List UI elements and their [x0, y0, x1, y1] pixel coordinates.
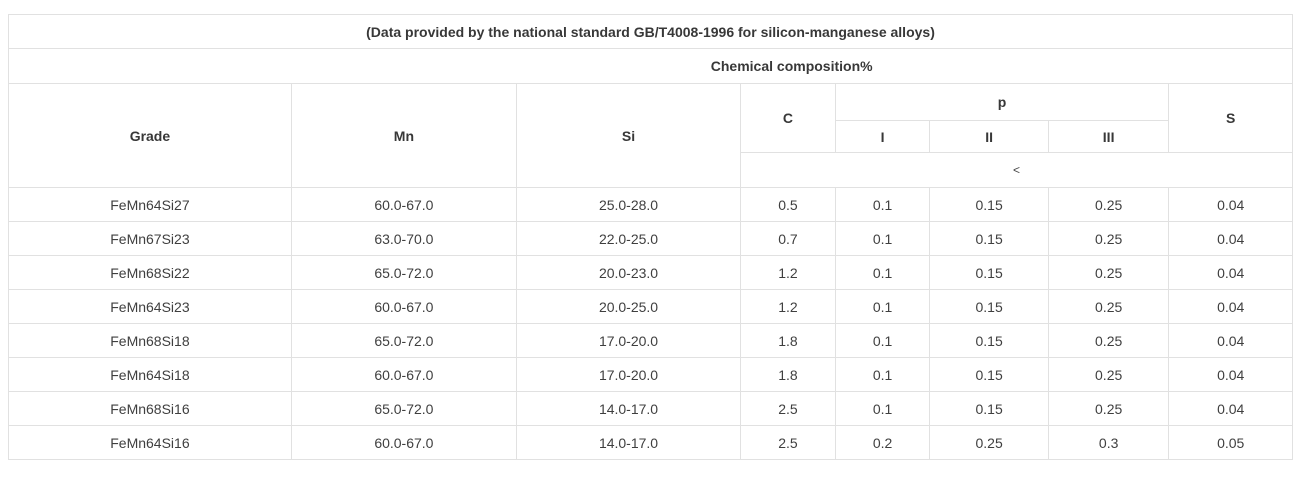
cell-grade: FeMn64Si18	[8, 357, 292, 392]
cell-p-ii: 0.15	[929, 221, 1049, 256]
cell-si: 14.0-17.0	[515, 425, 742, 460]
cell-p-ii: 0.15	[929, 357, 1049, 392]
cell-p-iii: 0.25	[1047, 289, 1170, 324]
table-row: FeMn68Si18 65.0-72.0 17.0-20.0 1.8 0.1 0…	[8, 323, 1293, 358]
cell-s: 0.04	[1168, 221, 1293, 256]
cell-mn: 63.0-70.0	[290, 221, 517, 256]
cell-p-iii: 0.25	[1047, 357, 1170, 392]
table-row: FeMn64Si16 60.0-67.0 14.0-17.0 2.5 0.2 0…	[8, 425, 1293, 460]
cell-mn: 60.0-67.0	[290, 187, 517, 222]
cell-p-iii: 0.25	[1047, 255, 1170, 290]
column-header-row: Grade Mn Si C p S	[8, 83, 1293, 188]
cell-s: 0.04	[1168, 289, 1293, 324]
cell-p-iii: 0.25	[1047, 187, 1170, 222]
cell-grade: FeMn68Si22	[8, 255, 292, 290]
cell-grade: FeMn64Si27	[8, 187, 292, 222]
cell-c: 0.7	[740, 221, 836, 256]
cell-si: 22.0-25.0	[515, 221, 742, 256]
cell-s: 0.04	[1168, 187, 1293, 222]
cell-p-ii: 0.15	[929, 323, 1049, 358]
header-mn: Mn	[290, 83, 517, 188]
cell-grade: FeMn68Si16	[8, 391, 292, 426]
cell-mn: 60.0-67.0	[290, 425, 517, 460]
cell-c: 1.8	[740, 357, 836, 392]
cell-p-i: 0.1	[834, 289, 931, 324]
cell-p-iii: 0.3	[1047, 425, 1170, 460]
cell-c: 0.5	[740, 187, 836, 222]
table-row: FeMn68Si22 65.0-72.0 20.0-23.0 1.2 0.1 0…	[8, 255, 1293, 290]
cell-p-i: 0.1	[834, 323, 931, 358]
cell-si: 20.0-25.0	[515, 289, 742, 324]
cell-mn: 65.0-72.0	[290, 391, 517, 426]
table-body: FeMn64Si27 60.0-67.0 25.0-28.0 0.5 0.1 0…	[8, 187, 1293, 460]
cell-c: 1.8	[740, 323, 836, 358]
cell-c: 1.2	[740, 255, 836, 290]
cell-mn: 60.0-67.0	[290, 289, 517, 324]
header-si: Si	[515, 83, 742, 188]
cell-c: 2.5	[740, 425, 836, 460]
table-title-row: (Data provided by the national standard …	[8, 14, 1293, 49]
header-c: C	[740, 83, 836, 153]
header-p: p	[834, 83, 1170, 121]
header-s: S	[1168, 83, 1293, 153]
cell-p-iii: 0.25	[1047, 221, 1170, 256]
cell-s: 0.05	[1168, 425, 1293, 460]
cell-p-i: 0.1	[834, 187, 931, 222]
cell-grade: FeMn68Si18	[8, 323, 292, 358]
cell-grade: FeMn67Si23	[8, 221, 292, 256]
cell-s: 0.04	[1168, 323, 1293, 358]
alloy-spec-table-container: (Data provided by the national standard …	[8, 14, 1294, 460]
cell-p-ii: 0.15	[929, 255, 1049, 290]
header-p-iii: III	[1047, 120, 1170, 153]
cell-p-i: 0.1	[834, 357, 931, 392]
cell-p-ii: 0.25	[929, 425, 1049, 460]
cell-si: 17.0-20.0	[515, 357, 742, 392]
cell-s: 0.04	[1168, 357, 1293, 392]
cell-p-i: 0.1	[834, 391, 931, 426]
header-grade: Grade	[8, 83, 292, 188]
cell-p-i: 0.1	[834, 221, 931, 256]
cell-p-i: 0.1	[834, 255, 931, 290]
cell-grade: FeMn64Si23	[8, 289, 292, 324]
cell-p-iii: 0.25	[1047, 391, 1170, 426]
table-title: (Data provided by the national standard …	[8, 14, 1293, 49]
cell-c: 1.2	[740, 289, 836, 324]
grade-column-spacer	[8, 48, 292, 84]
cell-p-ii: 0.15	[929, 289, 1049, 324]
cell-grade: FeMn64Si16	[8, 425, 292, 460]
composition-header-row: Chemical composition%	[8, 48, 1294, 84]
header-p-ii: II	[929, 120, 1049, 153]
cell-si: 14.0-17.0	[515, 391, 742, 426]
cell-s: 0.04	[1168, 391, 1293, 426]
table-row: FeMn64Si23 60.0-67.0 20.0-25.0 1.2 0.1 0…	[8, 289, 1293, 324]
cell-si: 25.0-28.0	[515, 187, 742, 222]
header-p-i: I	[834, 120, 931, 153]
cell-p-iii: 0.25	[1047, 323, 1170, 358]
table-row: FeMn67Si23 63.0-70.0 22.0-25.0 0.7 0.1 0…	[8, 221, 1293, 256]
cell-c: 2.5	[740, 391, 836, 426]
cell-p-i: 0.2	[834, 425, 931, 460]
table-row: FeMn64Si18 60.0-67.0 17.0-20.0 1.8 0.1 0…	[8, 357, 1293, 392]
table-row: FeMn64Si27 60.0-67.0 25.0-28.0 0.5 0.1 0…	[8, 187, 1293, 222]
composition-header: Chemical composition%	[291, 48, 1294, 84]
cell-p-ii: 0.15	[929, 391, 1049, 426]
table-row: FeMn68Si16 65.0-72.0 14.0-17.0 2.5 0.1 0…	[8, 391, 1293, 426]
limit-symbol: <	[740, 152, 1293, 188]
cell-mn: 65.0-72.0	[290, 323, 517, 358]
alloy-spec-table: (Data provided by the national standard …	[8, 14, 1294, 460]
cell-mn: 60.0-67.0	[290, 357, 517, 392]
cell-mn: 65.0-72.0	[290, 255, 517, 290]
cell-si: 17.0-20.0	[515, 323, 742, 358]
cell-si: 20.0-23.0	[515, 255, 742, 290]
cell-s: 0.04	[1168, 255, 1293, 290]
table-head-section: (Data provided by the national standard …	[8, 14, 1294, 188]
cell-p-ii: 0.15	[929, 187, 1049, 222]
